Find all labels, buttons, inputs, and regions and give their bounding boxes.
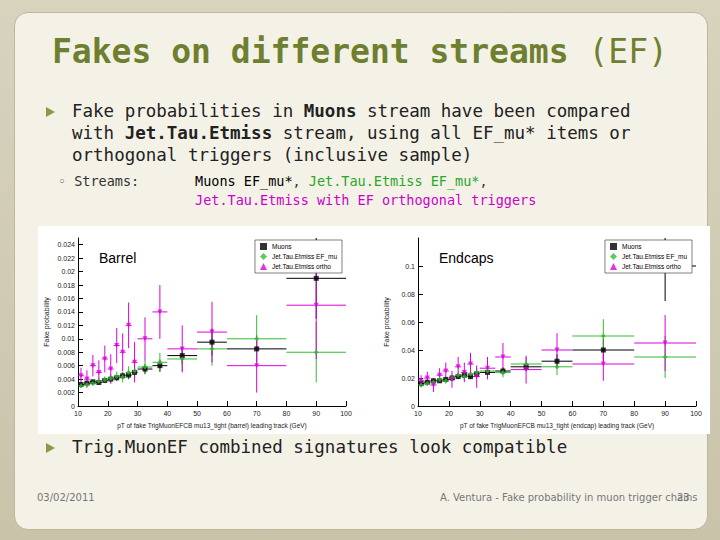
html-text:23: 23	[677, 492, 690, 503]
svg-text:0.006: 0.006	[57, 362, 75, 369]
svg-text:0: 0	[71, 403, 75, 410]
svg-text:0.018: 0.018	[57, 282, 75, 289]
svg-text:Endcaps: Endcaps	[439, 250, 493, 266]
html-text:A. Ventura - Fake probability: A. Ventura - Fake probability in muon tr…	[440, 492, 698, 503]
svg-text:Fake probability: Fake probability	[383, 297, 391, 347]
svg-text:0.014: 0.014	[57, 308, 75, 315]
svg-text:0.024: 0.024	[57, 241, 75, 248]
html-text:Trig.MuonEF combined signature: Trig.MuonEF combined signatures look com…	[72, 437, 568, 457]
svg-text:80: 80	[630, 410, 638, 417]
svg-text:0.04: 0.04	[401, 347, 415, 354]
svg-text:0.002: 0.002	[57, 389, 75, 396]
svg-text:80: 80	[283, 410, 291, 417]
svg-text:Muons: Muons	[272, 243, 292, 250]
svg-text:0.012: 0.012	[57, 322, 75, 329]
svg-text:10: 10	[414, 410, 422, 417]
svg-text:0.004: 0.004	[57, 376, 75, 383]
svg-text:0.02: 0.02	[401, 375, 415, 382]
svg-text:90: 90	[312, 410, 320, 417]
svg-text:100: 100	[690, 410, 702, 417]
svg-text:Jet.Tau.Etmiss ortho: Jet.Tau.Etmiss ortho	[272, 263, 331, 270]
svg-text:0: 0	[411, 403, 415, 410]
svg-text:40: 40	[507, 410, 515, 417]
html-text:Jet.Tau.Etmiss with EF orthogo: Jet.Tau.Etmiss with EF orthogonal trigge…	[195, 192, 537, 208]
svg-text:Jet.Tau.Etmiss EF_mu: Jet.Tau.Etmiss EF_mu	[272, 253, 337, 261]
html-text:Streams:: Streams:	[74, 173, 140, 189]
svg-text:Muons: Muons	[622, 243, 642, 250]
svg-text:0.008: 0.008	[57, 349, 75, 356]
svg-text:0.01: 0.01	[61, 335, 75, 342]
svg-text:70: 70	[253, 410, 261, 417]
svg-text:50: 50	[538, 410, 546, 417]
svg-text:60: 60	[223, 410, 231, 417]
svg-text:30: 30	[476, 410, 484, 417]
svg-text:0.022: 0.022	[57, 255, 75, 262]
html-text:Fake probabilities in Muons st: Fake probabilities in Muons stream have …	[72, 101, 631, 165]
svg-text:0.016: 0.016	[57, 295, 75, 302]
html-text:Muons EF_mu*, Jet.Tau.Etmiss E: Muons EF_mu*, Jet.Tau.Etmiss EF_mu*,	[195, 173, 488, 189]
svg-text:pT of fake TrigMuonEFCB mu13_t: pT of fake TrigMuonEFCB mu13_tight (barr…	[117, 422, 307, 430]
svg-text:50: 50	[193, 410, 201, 417]
svg-text:90: 90	[661, 410, 669, 417]
svg-text:20: 20	[104, 410, 112, 417]
html-text:03/02/2011: 03/02/2011	[37, 492, 95, 503]
svg-text:0.06: 0.06	[401, 319, 415, 326]
svg-text:70: 70	[599, 410, 607, 417]
svg-text:40: 40	[163, 410, 171, 417]
svg-text:0.08: 0.08	[401, 291, 415, 298]
svg-text:30: 30	[134, 410, 142, 417]
svg-text:Jet.Tau.Etmiss EF_mu: Jet.Tau.Etmiss EF_mu	[622, 253, 687, 261]
html-text:Fakes on different streams (EF: Fakes on different streams (EF)	[52, 32, 668, 71]
svg-text:0.1: 0.1	[405, 263, 415, 270]
svg-text:Barrel: Barrel	[99, 250, 136, 266]
svg-text:pT of fake TrigMuonEFCB mu13_t: pT of fake TrigMuonEFCB mu13_tight (endc…	[460, 422, 654, 430]
svg-text:0.02: 0.02	[61, 268, 75, 275]
svg-text:Jet.Tau.Etmiss ortho: Jet.Tau.Etmiss ortho	[622, 263, 681, 270]
svg-text:100: 100	[340, 410, 352, 417]
svg-text:Fake probability: Fake probability	[43, 297, 51, 347]
svg-text:10: 10	[74, 410, 82, 417]
svg-text:20: 20	[445, 410, 453, 417]
svg-text:60: 60	[569, 410, 577, 417]
